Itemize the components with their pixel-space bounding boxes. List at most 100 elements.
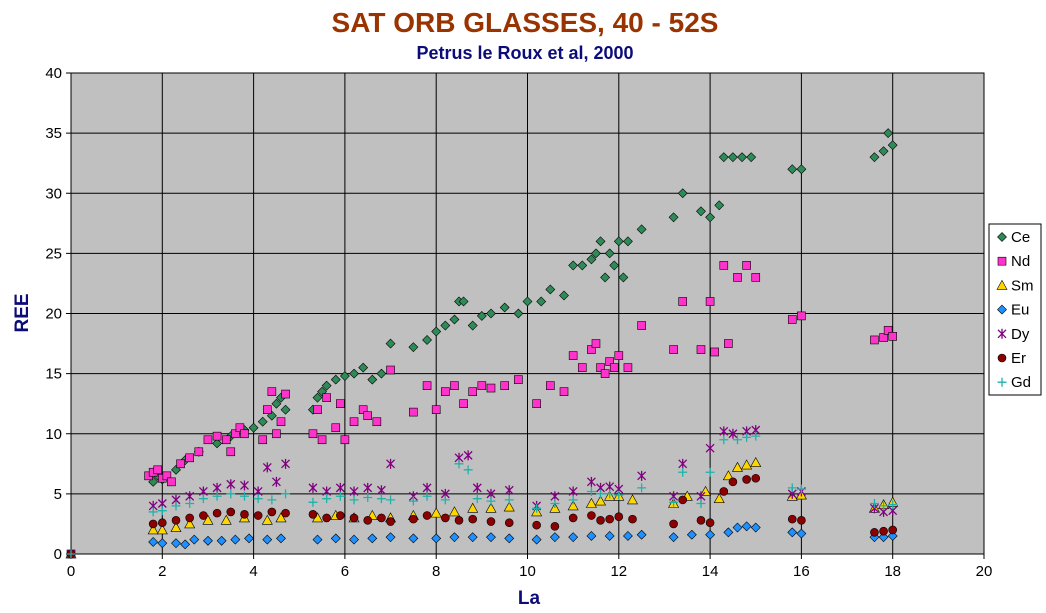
point-sm — [700, 485, 712, 496]
point-nd — [532, 399, 541, 408]
point-eu — [750, 522, 761, 533]
point-nd — [267, 387, 277, 396]
point-eu — [568, 532, 579, 543]
point-er — [888, 525, 898, 535]
point-ce — [431, 326, 442, 337]
point-eu — [230, 534, 241, 545]
point-sm — [722, 470, 734, 481]
point-gd — [669, 497, 679, 507]
point-nd — [162, 471, 172, 481]
point-gd — [637, 483, 647, 493]
point-eu — [180, 539, 191, 550]
point-ce — [212, 438, 223, 449]
point-gd — [869, 498, 879, 508]
point-nd — [591, 339, 601, 348]
point-nd — [331, 423, 341, 433]
point-er — [742, 475, 751, 484]
legend-label-eu: Eu — [1011, 302, 1029, 319]
point-dy — [719, 426, 729, 437]
point-ce — [321, 380, 332, 391]
point-er — [587, 511, 596, 520]
point-eu — [216, 535, 227, 546]
point-gd — [504, 495, 514, 505]
point-sm — [261, 514, 273, 525]
point-ce — [568, 260, 579, 271]
point-eu — [385, 532, 396, 543]
point-er — [322, 513, 331, 523]
point-nd — [797, 311, 806, 321]
point-ce — [636, 224, 647, 235]
point-eu — [741, 521, 752, 532]
legend-marker-sm — [996, 279, 1008, 290]
point-ce — [586, 254, 597, 265]
point-eu — [504, 533, 515, 544]
point-nd — [203, 435, 213, 445]
point-nd — [322, 393, 331, 402]
point-dy — [226, 479, 236, 490]
x-axis-ticks: 0 2 4 6 8 10 12 14 16 18 20 — [67, 554, 992, 580]
point-nd — [313, 405, 322, 415]
point-nd — [514, 375, 523, 384]
point-er — [148, 519, 158, 529]
point-ce — [696, 206, 706, 217]
point-gd — [422, 491, 432, 501]
point-ce — [349, 368, 359, 379]
x-tick-label: 4 — [249, 563, 257, 580]
point-er — [550, 522, 560, 531]
point-gd — [226, 489, 236, 499]
point-nd — [669, 345, 678, 354]
point-gd — [463, 465, 473, 475]
point-nd — [272, 429, 281, 439]
point-ce — [545, 284, 556, 295]
point-nd — [317, 435, 327, 445]
point-nd — [883, 326, 893, 335]
point-er — [486, 517, 496, 526]
point-sm — [202, 514, 214, 525]
point-nd — [751, 273, 761, 282]
point-dy — [281, 458, 291, 469]
point-ce — [787, 164, 798, 175]
point-ce — [367, 374, 378, 385]
legend-label-gd: Gd — [1011, 374, 1031, 391]
point-nd — [742, 261, 751, 270]
point-nd — [372, 417, 382, 427]
point-nd — [308, 429, 318, 439]
point-sm — [170, 521, 182, 532]
point-ce — [883, 128, 894, 139]
point-ce — [358, 362, 369, 373]
point-nd — [605, 357, 614, 366]
point-gd — [386, 495, 396, 505]
point-gd — [363, 492, 373, 502]
point-gd — [185, 498, 195, 508]
x-axis-label: La — [518, 588, 541, 609]
point-gd — [550, 498, 560, 508]
x-tick-label: 6 — [341, 563, 349, 580]
point-ce — [718, 152, 729, 163]
point-gd — [440, 495, 450, 505]
point-ce — [449, 314, 460, 325]
point-dy — [472, 482, 482, 493]
point-nd — [719, 261, 729, 270]
point-sm — [485, 502, 497, 513]
point-dy — [308, 482, 318, 493]
point-ce — [522, 296, 533, 307]
point-ce — [600, 272, 611, 283]
point-ce — [422, 335, 432, 345]
point-eu — [203, 535, 213, 546]
point-eu — [604, 531, 615, 541]
point-nd — [870, 335, 879, 345]
point-ce — [577, 260, 588, 271]
y-tick-label: 5 — [54, 486, 62, 503]
point-nd — [888, 332, 898, 341]
point-er — [363, 516, 373, 525]
point-gd — [171, 501, 181, 511]
point-nd — [477, 381, 487, 390]
point-dy — [568, 486, 578, 497]
point-er — [696, 516, 706, 525]
point-dy — [363, 482, 373, 493]
point-ce — [714, 200, 725, 211]
point-nd — [386, 365, 395, 375]
point-sm — [156, 524, 168, 535]
point-dy — [586, 476, 596, 487]
point-er — [669, 519, 678, 529]
